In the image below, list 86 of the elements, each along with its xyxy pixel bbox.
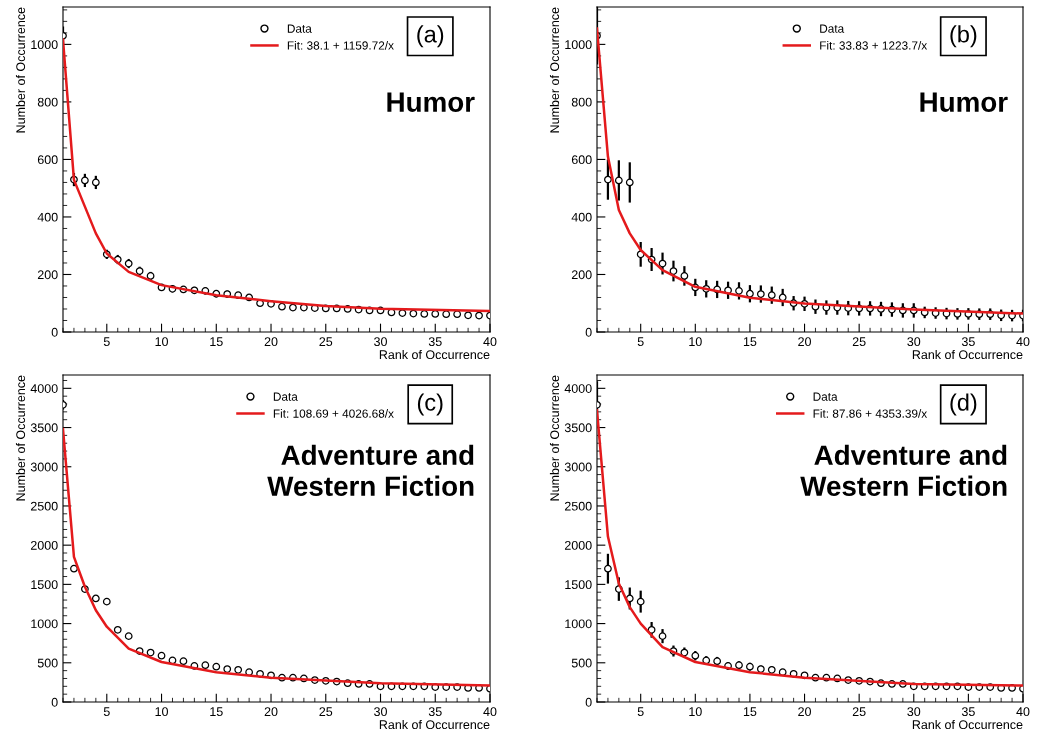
legend-label: Fit: 87.86 + 4353.39/x: [813, 409, 928, 418]
x-tick-label: 15: [743, 337, 757, 347]
y-axis-title: Number of Occurrence: [15, 375, 26, 501]
x-axis-title: Rank of Occurrence: [379, 719, 490, 730]
annotation: (a): [417, 25, 444, 48]
y-tick-label: 2500: [564, 501, 592, 511]
annotation: Adventure and Western Fiction: [267, 444, 474, 497]
y-tick-label: 1000: [31, 619, 58, 629]
y-axis-title: Number of Occurrence: [549, 375, 560, 501]
x-tick-label: 20: [798, 707, 811, 717]
legend-label: Data: [820, 24, 845, 33]
annotation: (c): [417, 393, 443, 416]
x-tick-label: 40: [1016, 707, 1030, 717]
x-tick-label: 5: [637, 337, 644, 347]
x-axis-title: Rank of Occurrence: [912, 719, 1023, 730]
x-tick-label: 15: [210, 337, 223, 347]
x-tick-label: 30: [907, 707, 921, 717]
x-tick-label: 25: [852, 337, 866, 347]
x-tick-label: 20: [264, 707, 278, 717]
y-axis-title: Number of Occurrence: [549, 7, 560, 133]
y-tick-label: 0: [585, 327, 592, 337]
annotation: Humor: [920, 92, 1008, 112]
x-tick-label: 35: [961, 337, 975, 347]
x-tick-label: 35: [961, 707, 975, 717]
x-tick-label: 20: [264, 337, 278, 347]
legend-label: Data: [273, 392, 298, 401]
x-tick-label: 10: [155, 707, 168, 717]
y-tick-label: 2000: [564, 540, 592, 550]
y-tick-label: 1500: [565, 580, 592, 590]
y-tick-label: 800: [37, 97, 58, 107]
y-tick-label: 0: [51, 327, 58, 337]
y-tick-label: 3000: [30, 462, 58, 472]
x-tick-label: 5: [103, 707, 110, 717]
x-tick-label: 25: [319, 337, 333, 347]
y-tick-label: 1000: [31, 40, 58, 50]
y-tick-label: 4000: [30, 384, 58, 393]
y-tick-label: 0: [51, 697, 58, 707]
x-tick-label: 5: [103, 337, 110, 347]
x-axis-title: Rank of Occurrence: [912, 349, 1023, 360]
y-tick-label: 400: [571, 212, 592, 222]
x-tick-label: 15: [210, 707, 223, 717]
x-tick-label: 25: [319, 707, 333, 717]
legend-label: Fit: 108.69 + 4026.68/x: [273, 409, 394, 418]
x-tick-label: 30: [907, 337, 921, 347]
legend-label: Data: [287, 24, 312, 33]
annotation: (b): [950, 25, 977, 48]
x-tick-label: 25: [852, 707, 866, 717]
legend-label: Fit: 38.1 + 1159.72/x: [287, 41, 394, 50]
x-tick-label: 35: [428, 337, 442, 347]
y-tick-label: 3500: [564, 423, 592, 433]
x-tick-label: 30: [374, 337, 387, 347]
x-tick-label: 10: [155, 337, 168, 347]
y-tick-label: 2000: [30, 540, 58, 550]
y-tick-label: 400: [37, 212, 58, 222]
x-tick-label: 10: [689, 337, 702, 347]
y-tick-label: 1500: [31, 580, 58, 590]
annotation: Humor: [387, 92, 475, 112]
x-tick-label: 40: [483, 707, 497, 717]
y-tick-label: 200: [571, 270, 592, 280]
x-tick-label: 35: [428, 707, 442, 717]
y-tick-label: 3000: [564, 462, 592, 472]
x-tick-label: 30: [374, 707, 387, 717]
y-tick-label: 500: [571, 658, 592, 668]
annotation: (d): [950, 393, 977, 416]
y-tick-label: 2500: [30, 501, 58, 511]
y-tick-label: 0: [585, 697, 592, 707]
y-tick-label: 1000: [565, 619, 592, 629]
annotation: Adventure and Western Fiction: [800, 444, 1007, 497]
x-tick-label: 40: [483, 337, 497, 347]
y-tick-label: 200: [37, 270, 58, 280]
y-tick-label: 600: [571, 155, 592, 165]
y-tick-label: 500: [37, 658, 58, 668]
x-tick-label: 10: [689, 707, 702, 717]
y-tick-label: 4000: [564, 384, 592, 393]
legend-label: Fit: 33.83 + 1223.7/x: [820, 41, 928, 50]
y-tick-label: 600: [37, 155, 58, 165]
x-axis-title: Rank of Occurrence: [379, 349, 490, 360]
y-axis-title: Number of Occurrence: [15, 7, 26, 133]
y-tick-label: 800: [571, 97, 592, 107]
x-tick-label: 5: [637, 707, 644, 717]
x-tick-label: 15: [743, 707, 757, 717]
legend-label: Data: [813, 392, 838, 401]
x-tick-label: 20: [798, 337, 811, 347]
y-tick-label: 3500: [30, 423, 58, 433]
y-tick-label: 1000: [565, 40, 592, 50]
x-tick-label: 40: [1016, 337, 1030, 347]
